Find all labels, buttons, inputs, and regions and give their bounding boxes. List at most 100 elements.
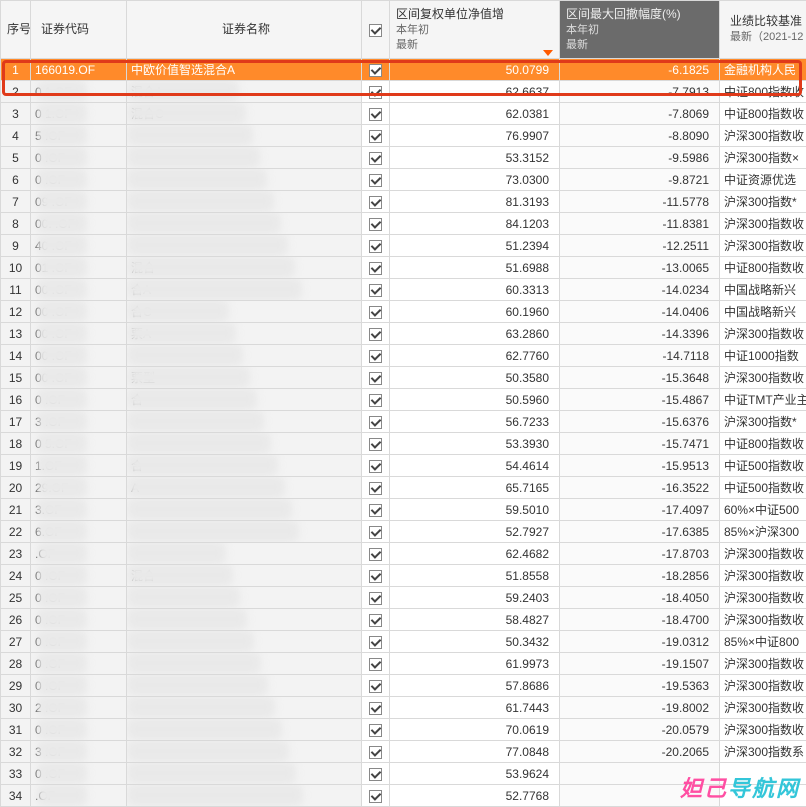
row-checkbox-icon[interactable] [369, 86, 382, 99]
cell-checkbox[interactable] [362, 59, 390, 81]
header-seq[interactable]: 序号 [1, 1, 31, 59]
header-checkbox[interactable] [362, 1, 390, 59]
row-checkbox-icon[interactable] [369, 416, 382, 429]
row-checkbox-icon[interactable] [369, 152, 382, 165]
table-row[interactable]: 250 .OF59.2403-18.4050沪深300指数收 [1, 587, 806, 609]
header-checkbox-icon[interactable] [369, 24, 382, 37]
table-row[interactable]: 23 .OF62.4682-17.8703沪深300指数收 [1, 543, 806, 565]
cell-checkbox[interactable] [362, 609, 390, 631]
table-row[interactable]: 1001 .OF 混合51.6988-13.0065中证800指数收 [1, 257, 806, 279]
row-checkbox-icon[interactable] [369, 592, 382, 605]
cell-checkbox[interactable] [362, 587, 390, 609]
table-row[interactable]: 800. .OF84.1203-11.8381沪深300指数收 [1, 213, 806, 235]
header-nav[interactable]: 区间复权单位净值增 本年初 最新 [390, 1, 560, 59]
row-checkbox-icon[interactable] [369, 174, 382, 187]
cell-checkbox[interactable] [362, 257, 390, 279]
cell-checkbox[interactable] [362, 125, 390, 147]
row-checkbox-icon[interactable] [369, 790, 382, 803]
row-checkbox-icon[interactable] [369, 504, 382, 517]
row-checkbox-icon[interactable] [369, 526, 382, 539]
row-checkbox-icon[interactable] [369, 570, 382, 583]
header-drawdown[interactable]: 区间最大回撤幅度(%) 本年初 最新 [560, 1, 720, 59]
cell-checkbox[interactable] [362, 631, 390, 653]
table-row[interactable]: 22 6.OF52.7927-17.638585%×沪深300 [1, 521, 806, 543]
table-row[interactable]: 1200 .OF 合C60.1960-14.0406中国战略新兴 [1, 301, 806, 323]
cell-checkbox[interactable] [362, 719, 390, 741]
cell-checkbox[interactable] [362, 455, 390, 477]
table-row[interactable]: 1500 .OF 票型50.3580-15.3648沪深300指数收 [1, 367, 806, 389]
row-checkbox-icon[interactable] [369, 702, 382, 715]
cell-checkbox[interactable] [362, 389, 390, 411]
cell-checkbox[interactable] [362, 785, 390, 807]
row-checkbox-icon[interactable] [369, 482, 382, 495]
table-row[interactable]: 1400 .OF62.7760-14.7118中证1000指数 [1, 345, 806, 367]
cell-checkbox[interactable] [362, 81, 390, 103]
row-checkbox-icon[interactable] [369, 658, 382, 671]
row-checkbox-icon[interactable] [369, 196, 382, 209]
cell-checkbox[interactable] [362, 147, 390, 169]
row-checkbox-icon[interactable] [369, 328, 382, 341]
cell-checkbox[interactable] [362, 565, 390, 587]
cell-checkbox[interactable] [362, 169, 390, 191]
row-checkbox-icon[interactable] [369, 636, 382, 649]
cell-checkbox[interactable] [362, 323, 390, 345]
table-row[interactable]: 160 .OF 合50.5960-15.4867中证TMT产业主 [1, 389, 806, 411]
cell-checkbox[interactable] [362, 433, 390, 455]
table-row[interactable]: 60 .OF73.0300-9.8721中证资源优选 [1, 169, 806, 191]
cell-checkbox[interactable] [362, 697, 390, 719]
table-row[interactable]: 173 .OF56.7233-15.6376沪深300指数* [1, 411, 806, 433]
table-row[interactable]: 330 .OF53.9624 [1, 763, 806, 785]
table-row[interactable]: 180 5.OF53.3930-15.7471中证800指数收 [1, 433, 806, 455]
table-row[interactable]: 260 .OF58.4827-18.4700沪深300指数收 [1, 609, 806, 631]
cell-checkbox[interactable] [362, 653, 390, 675]
table-row[interactable]: 302 .OF61.7443-19.8002沪深300指数收 [1, 697, 806, 719]
cell-checkbox[interactable] [362, 499, 390, 521]
table-row[interactable]: 1166019.OF中欧价值智选混合A50.0799-6.1825金融机构人民 [1, 59, 806, 81]
table-row[interactable]: 20 29.OF A65.7165-16.3522中证500指数收 [1, 477, 806, 499]
row-checkbox-icon[interactable] [369, 108, 382, 121]
cell-checkbox[interactable] [362, 345, 390, 367]
cell-checkbox[interactable] [362, 235, 390, 257]
table-row[interactable]: 1100 .OF 合A60.3313-14.0234中国战略新兴 [1, 279, 806, 301]
cell-checkbox[interactable] [362, 367, 390, 389]
row-checkbox-icon[interactable] [369, 218, 382, 231]
row-checkbox-icon[interactable] [369, 768, 382, 781]
row-checkbox-icon[interactable] [369, 460, 382, 473]
table-row[interactable]: 709 .OF81.3193-11.5778沪深300指数* [1, 191, 806, 213]
cell-checkbox[interactable] [362, 741, 390, 763]
table-row[interactable]: 270 .OF50.3432-19.031285%×中证800 [1, 631, 806, 653]
row-checkbox-icon[interactable] [369, 746, 382, 759]
table-row[interactable]: 323 .OF77.0848-20.2065沪深300指数系 [1, 741, 806, 763]
cell-checkbox[interactable] [362, 477, 390, 499]
table-row[interactable]: 290 .OF57.8686-19.5363沪深300指数收 [1, 675, 806, 697]
header-benchmark[interactable]: 业绩比较基准 最新（2021-12 [720, 1, 806, 59]
cell-checkbox[interactable] [362, 279, 390, 301]
cell-checkbox[interactable] [362, 103, 390, 125]
cell-checkbox[interactable] [362, 521, 390, 543]
row-checkbox-icon[interactable] [369, 548, 382, 561]
table-row[interactable]: 280 .OF61.9973-19.1507沪深300指数收 [1, 653, 806, 675]
table-row[interactable]: 34 .OF52.7768 [1, 785, 806, 807]
table-row[interactable]: 310 .OF70.0619-20.0579沪深300指数收 [1, 719, 806, 741]
table-row[interactable]: 30 1.OF 混合C62.0381-7.8069中证800指数收 [1, 103, 806, 125]
row-checkbox-icon[interactable] [369, 680, 382, 693]
row-checkbox-icon[interactable] [369, 394, 382, 407]
row-checkbox-icon[interactable] [369, 306, 382, 319]
cell-checkbox[interactable] [362, 675, 390, 697]
header-name[interactable]: 证券名称 [127, 1, 362, 59]
cell-checkbox[interactable] [362, 763, 390, 785]
row-checkbox-icon[interactable] [369, 614, 382, 627]
row-checkbox-icon[interactable] [369, 240, 382, 253]
table-row[interactable]: 940 .OF51.2394-12.2511沪深300指数收 [1, 235, 806, 257]
header-code[interactable]: 证券代码 [31, 1, 127, 59]
table-row[interactable]: 240 .OF 混合51.8558-18.2856沪深300指数收 [1, 565, 806, 587]
table-row[interactable]: 21 3.OF59.5010-17.409760%×中证500 [1, 499, 806, 521]
row-checkbox-icon[interactable] [369, 350, 382, 363]
row-checkbox-icon[interactable] [369, 64, 382, 77]
table-row[interactable]: 20 1.OF 混合A62.6637-7.7913中证800指数收 [1, 81, 806, 103]
cell-checkbox[interactable] [362, 301, 390, 323]
cell-checkbox[interactable] [362, 191, 390, 213]
table-row[interactable]: 50 .OF53.3152-9.5986沪深300指数× [1, 147, 806, 169]
cell-checkbox[interactable] [362, 543, 390, 565]
row-checkbox-icon[interactable] [369, 438, 382, 451]
